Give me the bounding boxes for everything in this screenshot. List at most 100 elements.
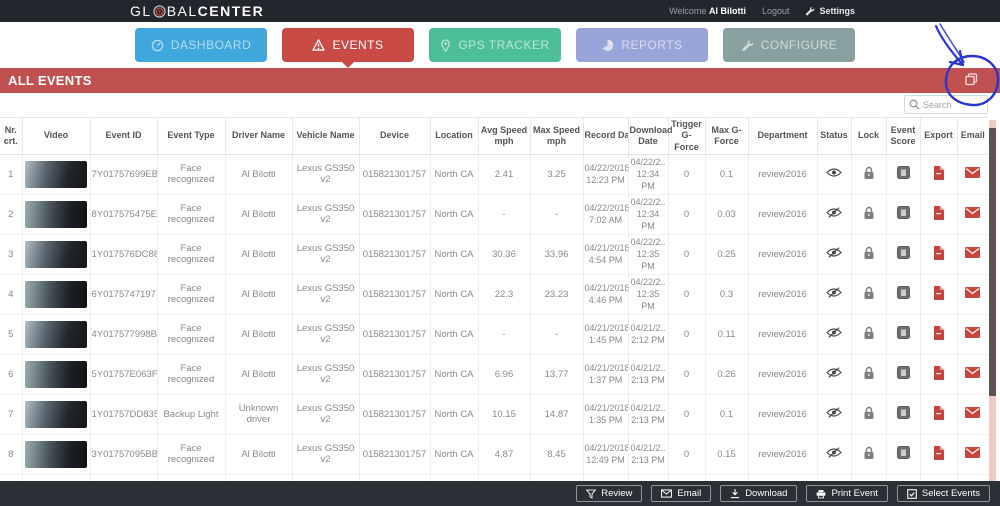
table-row[interactable]: 6 5Y01757E063F Face recognized Al Bilott…: [0, 354, 988, 395]
settings-link[interactable]: Settings: [805, 6, 855, 16]
pdf-export-icon[interactable]: [933, 245, 944, 260]
device-cell: 015821301757: [359, 314, 431, 355]
video-thumbnail[interactable]: [25, 240, 87, 268]
tab-events[interactable]: EVENTS: [282, 28, 414, 68]
status-hidden-eye-slash-icon[interactable]: [826, 447, 842, 459]
max-g-force-cell: 0.3: [705, 274, 749, 315]
location-cell: North CA: [430, 154, 479, 195]
search-box[interactable]: [904, 95, 988, 114]
download-date-cell: 04/22/2.. 12:34 PM: [628, 194, 669, 235]
email-envelope-icon[interactable]: [965, 327, 981, 339]
status-hidden-eye-slash-icon[interactable]: [826, 327, 842, 339]
status-hidden-eye-slash-icon[interactable]: [826, 287, 842, 299]
vertical-scrollbar-thumb[interactable]: [989, 128, 996, 396]
table-row[interactable]: 8 3Y01757095BB Face recognized Al Bilott…: [0, 434, 988, 475]
video-thumbnail[interactable]: [25, 280, 87, 308]
event-id-cell: 4Y017577998B: [90, 314, 158, 355]
event-score-icon[interactable]: [896, 406, 910, 420]
video-thumbnail[interactable]: [25, 200, 87, 228]
email-envelope-icon[interactable]: [965, 447, 981, 459]
status-hidden-eye-slash-icon[interactable]: [826, 247, 842, 259]
pdf-export-icon[interactable]: [933, 285, 944, 300]
download-button[interactable]: Download: [720, 485, 798, 502]
video-thumbnail[interactable]: [25, 360, 87, 388]
pdf-export-icon[interactable]: [933, 165, 944, 180]
trigger-g-force-cell: 0: [668, 314, 706, 355]
email-envelope-icon[interactable]: [965, 167, 981, 179]
welcome-text: Welcome Al Bilotti: [669, 6, 746, 16]
lock-icon[interactable]: [863, 206, 875, 220]
department-cell: review2016: [748, 154, 818, 195]
table-row[interactable]: 7 1Y01757DD835 Backup Light Unknown driv…: [0, 394, 988, 435]
event-score-icon[interactable]: [896, 366, 910, 380]
vehicle-name-cell: Lexus GS350 v2: [292, 194, 360, 235]
search-input[interactable]: [923, 99, 981, 110]
pdf-export-icon[interactable]: [933, 205, 944, 220]
event-score-icon[interactable]: [896, 166, 910, 180]
table-row[interactable]: 4 6Y0175747197 Face recognized Al Bilott…: [0, 274, 988, 315]
status-hidden-eye-slash-icon[interactable]: [826, 407, 842, 419]
email-envelope-icon[interactable]: [965, 207, 981, 219]
event-score-icon[interactable]: [896, 326, 910, 340]
max-speed-cell: 14.87: [530, 394, 584, 435]
record-date-cell: 04/21/2018 12:49 PM: [583, 434, 629, 475]
select-events-button[interactable]: Select Events: [896, 485, 990, 502]
avg-speed-cell: -: [478, 194, 531, 235]
col-nr: Nr. crt.: [0, 118, 23, 155]
email-button[interactable]: Email: [651, 485, 712, 502]
lock-icon[interactable]: [863, 286, 875, 300]
logo-target-icon: [153, 4, 166, 18]
col-event-id: Event ID: [90, 118, 158, 155]
lock-icon[interactable]: [863, 366, 875, 380]
lock-icon[interactable]: [863, 446, 875, 460]
event-score-icon[interactable]: [896, 446, 910, 460]
pdf-export-icon[interactable]: [933, 325, 944, 340]
event-score-icon[interactable]: [896, 286, 910, 300]
pdf-export-icon[interactable]: [933, 445, 944, 460]
table-row[interactable]: 2 8Y017575475E Face recognized Al Bilott…: [0, 194, 988, 235]
video-thumbnail[interactable]: [25, 440, 87, 468]
record-date-cell: 04/21/2018 1:37 PM: [583, 354, 629, 395]
lock-icon[interactable]: [863, 406, 875, 420]
event-score-cell: [886, 274, 921, 315]
lock-icon[interactable]: [863, 246, 875, 260]
vehicle-name-cell: Lexus GS350 v2: [292, 354, 360, 395]
download-button-label: Download: [745, 488, 788, 499]
logout-link[interactable]: Logout: [761, 6, 790, 16]
status-hidden-eye-slash-icon[interactable]: [826, 367, 842, 379]
pdf-export-icon[interactable]: [933, 365, 944, 380]
row-number: 5: [0, 314, 23, 355]
video-thumbnail[interactable]: [25, 400, 87, 428]
trigger-g-force-cell: 0: [668, 434, 706, 475]
table-row[interactable]: 9 Face recognized Al Bilotti Lexus GS350…: [0, 474, 988, 481]
tab-configure[interactable]: CONFIGURE: [723, 28, 855, 62]
vertical-scrollbar-track[interactable]: [989, 120, 996, 481]
status-hidden-eye-slash-icon[interactable]: [826, 207, 842, 219]
email-envelope-icon[interactable]: [965, 247, 981, 259]
copy-events-icon[interactable]: [965, 73, 978, 86]
event-score-icon[interactable]: [896, 246, 910, 260]
print-event-button[interactable]: Print Event: [806, 485, 888, 502]
pdf-export-icon[interactable]: [933, 405, 944, 420]
lock-icon[interactable]: [863, 326, 875, 340]
status-visible-eye-icon[interactable]: [826, 167, 842, 178]
table-row[interactable]: 1 7Y01757699EB Face recognized Al Bilott…: [0, 154, 988, 195]
row-number: 9: [0, 474, 23, 481]
email-envelope-icon[interactable]: [965, 287, 981, 299]
lock-icon[interactable]: [863, 166, 875, 180]
tab-reports[interactable]: REPORTS: [576, 28, 708, 62]
tab-gps-tracker[interactable]: GPS TRACKER: [429, 28, 561, 62]
email-envelope-icon[interactable]: [965, 407, 981, 419]
email-envelope-icon[interactable]: [965, 367, 981, 379]
tab-dashboard[interactable]: DASHBOARD: [135, 28, 267, 62]
video-thumbnail[interactable]: [25, 160, 87, 188]
download-date-cell: 04/21/2.. 2:12 PM: [628, 314, 669, 355]
event-score-icon[interactable]: [896, 206, 910, 220]
download-date-line1: 04/22/2..: [630, 237, 666, 248]
table-row[interactable]: 5 4Y017577998B Face recognized Al Bilott…: [0, 314, 988, 355]
review-button[interactable]: Review: [576, 485, 643, 502]
warning-triangle-icon: [312, 39, 326, 51]
table-row[interactable]: 3 1Y017576DC88 Face recognized Al Bilott…: [0, 234, 988, 275]
video-thumbnail[interactable]: [25, 320, 87, 348]
record-date-line2: 1:35 PM: [588, 415, 623, 426]
